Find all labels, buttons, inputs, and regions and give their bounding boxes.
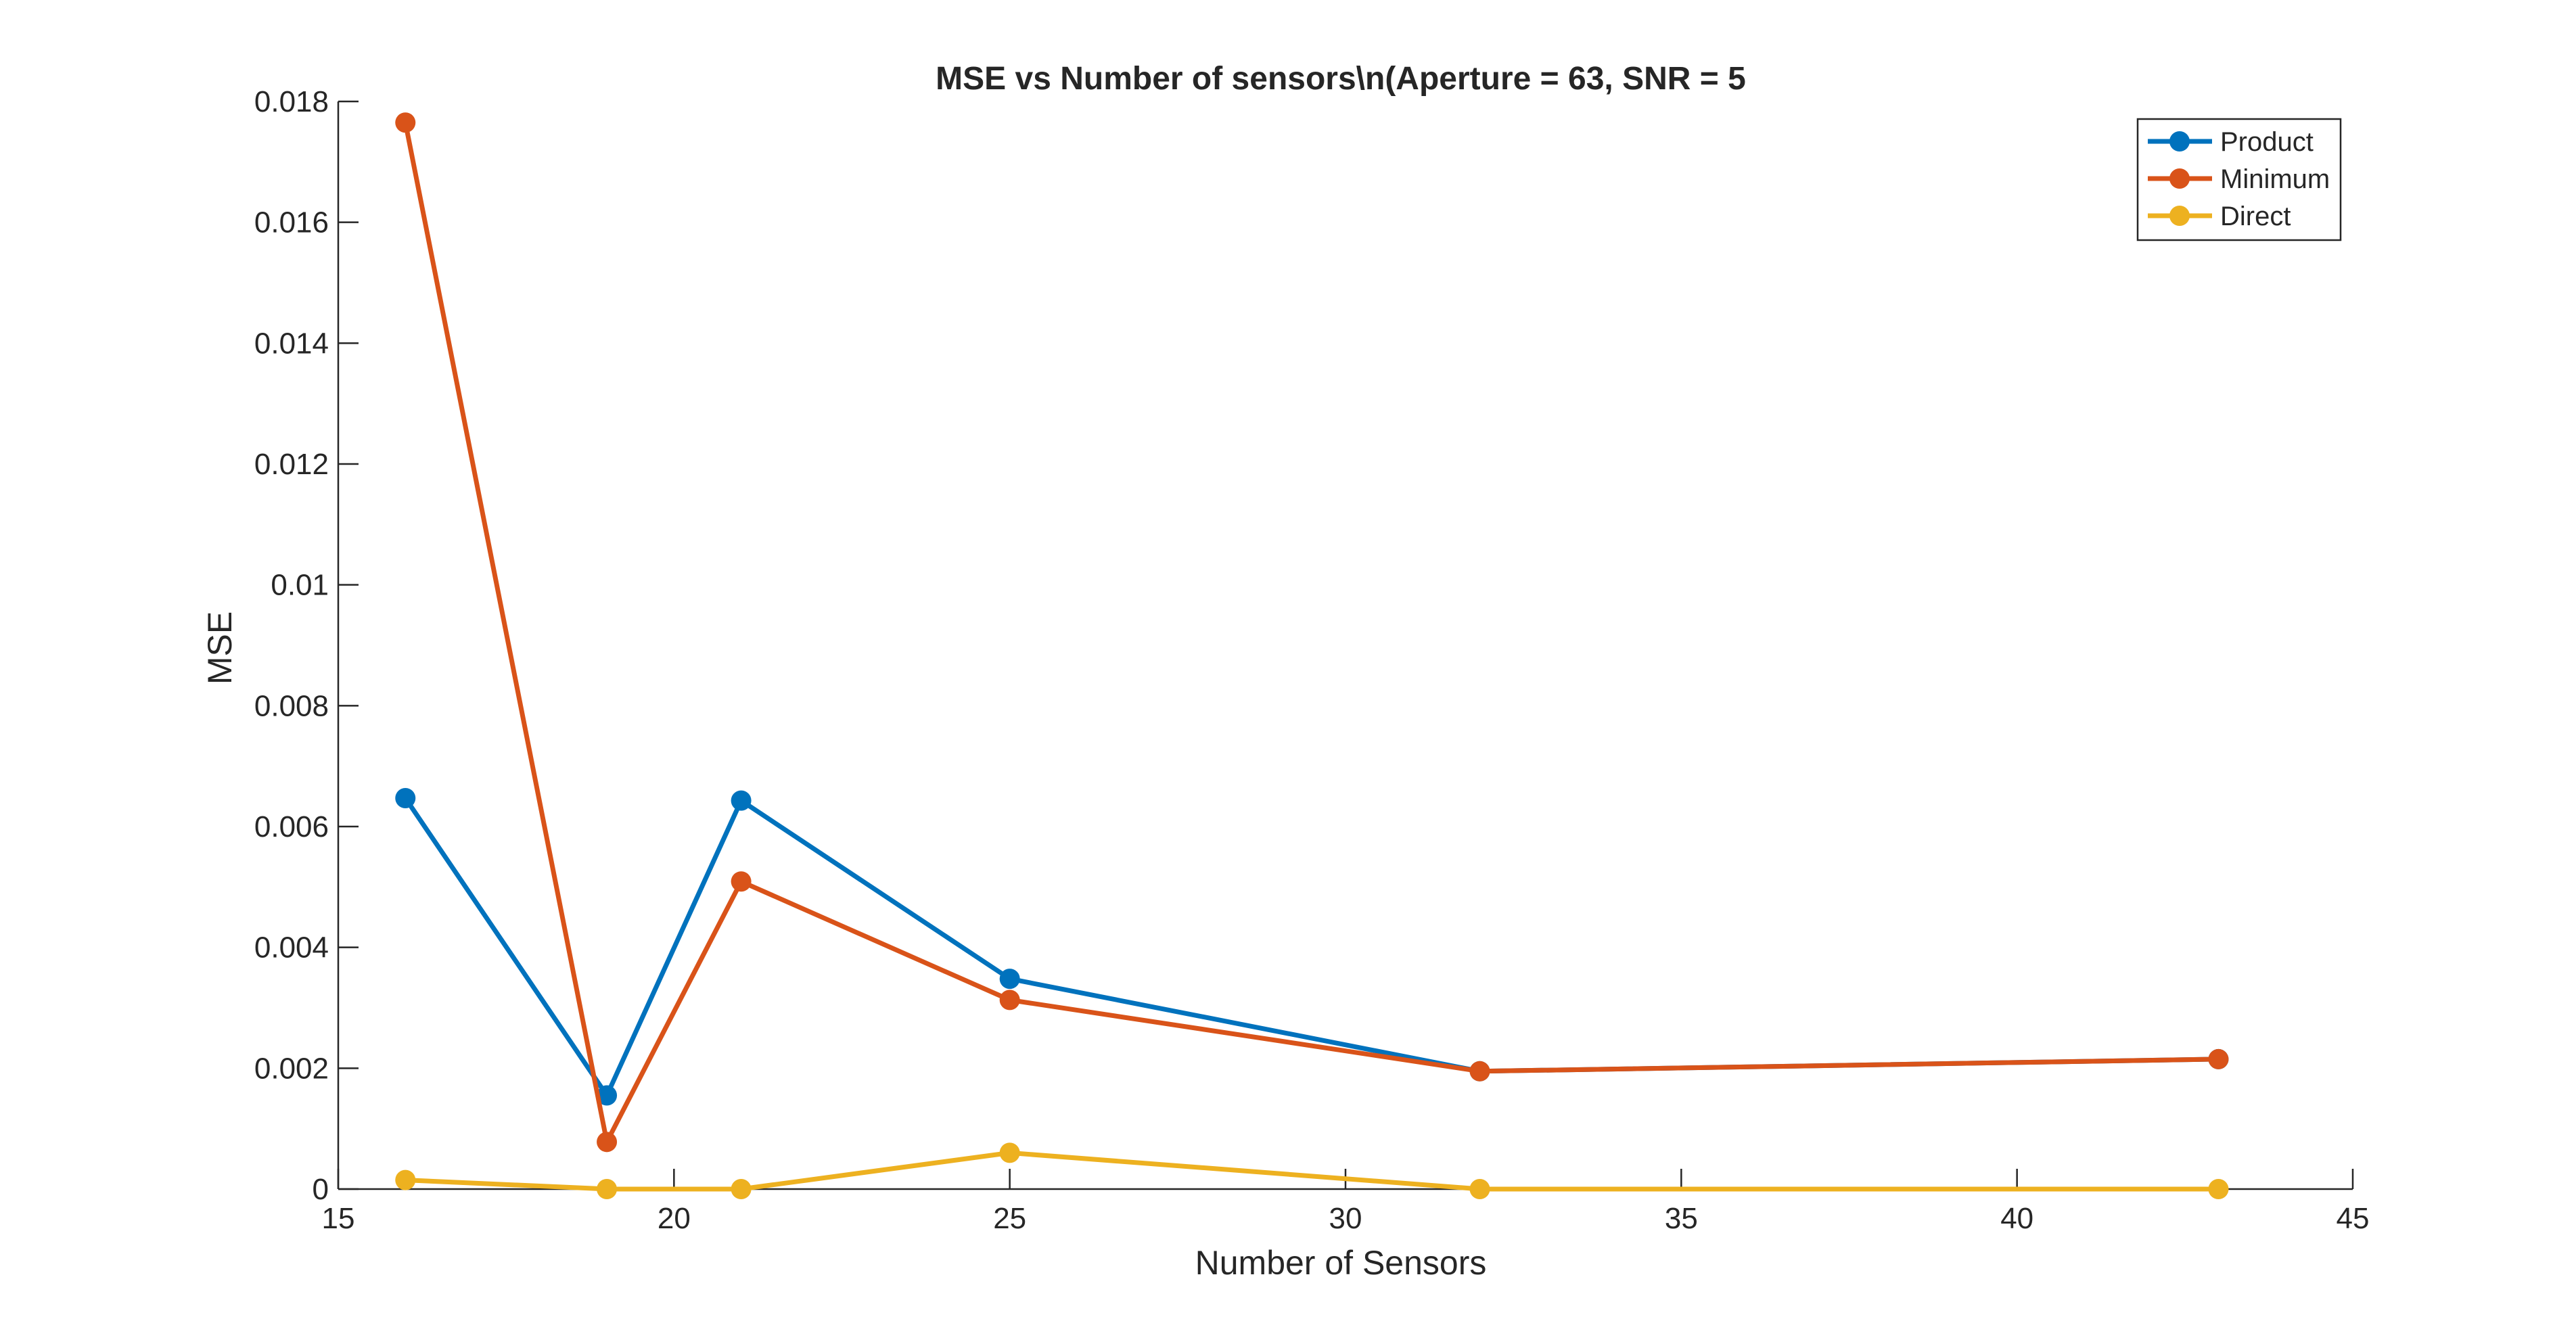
- series-layer: [395, 112, 2229, 1199]
- y-tick-label: 0.012: [254, 448, 329, 481]
- x-axis-label: Number of Sensors: [1195, 1244, 1487, 1282]
- legend-marker-product: [2169, 131, 2190, 152]
- data-point-minimum: [597, 1132, 618, 1153]
- data-point-direct: [999, 1142, 1020, 1163]
- series-line-direct: [405, 1150, 2219, 1192]
- data-point-minimum: [999, 990, 1020, 1011]
- y-tick-label: 0.014: [254, 327, 329, 360]
- x-tick-label: 15: [322, 1202, 355, 1235]
- y-tick-label: 0.018: [254, 85, 329, 118]
- data-point-product: [395, 788, 416, 809]
- series-line-product: [403, 797, 2219, 1098]
- y-tick-label: 0.016: [254, 206, 329, 239]
- axes: 15 20 25 30 35 40 45 0 0.002 0.004 0.006 0.008 0.01 0…: [254, 85, 2370, 1235]
- data-point-minimum: [2208, 1048, 2229, 1069]
- data-point-minimum: [1469, 1061, 1490, 1082]
- y-tick-label: 0: [313, 1173, 329, 1206]
- legend-label-minimum: Minimum: [2220, 164, 2330, 194]
- data-point-product: [999, 969, 1020, 990]
- y-tick-label: 0.008: [254, 689, 329, 722]
- x-tick-label: 40: [2000, 1202, 2033, 1235]
- series-product: [395, 788, 2229, 1106]
- chart-title: MSE vs Number of sensors\n(Aperture = 63…: [936, 61, 1746, 97]
- legend-label-direct: Direct: [2220, 202, 2291, 231]
- x-tick-label: 45: [2337, 1202, 2370, 1235]
- data-point-minimum: [395, 112, 416, 133]
- legend-item-direct: Direct: [2148, 202, 2291, 231]
- legend-label-product: Product: [2220, 127, 2314, 157]
- data-point-direct: [597, 1179, 618, 1199]
- y-tick-label: 0.004: [254, 931, 329, 965]
- y-tick-label: 0.01: [271, 569, 329, 602]
- x-tick-label: 25: [993, 1202, 1026, 1235]
- x-tick-label: 35: [1665, 1202, 1698, 1235]
- legend-item-minimum: Minimum: [2148, 164, 2330, 194]
- y-tick-label: 0.002: [254, 1052, 329, 1085]
- data-point-minimum: [731, 871, 752, 892]
- x-tick-label: 20: [658, 1202, 691, 1235]
- series-minimum: [395, 112, 2229, 1153]
- legend: Product Minimum Direct: [2136, 118, 2342, 241]
- data-point-direct: [731, 1179, 752, 1199]
- series-direct: [395, 1142, 2229, 1199]
- data-point-product: [597, 1085, 618, 1106]
- legend-marker-minimum: [2169, 168, 2190, 189]
- series-line-minimum: [402, 122, 2219, 1144]
- x-tick-label: 30: [1329, 1202, 1362, 1235]
- data-point-direct: [2208, 1179, 2229, 1199]
- y-tick-label: 0.006: [254, 810, 329, 843]
- legend-item-product: Product: [2148, 127, 2314, 157]
- data-point-direct: [395, 1169, 416, 1190]
- data-point-product: [731, 790, 752, 811]
- y-axis-label: MSE: [201, 611, 239, 684]
- data-point-direct: [1469, 1179, 1490, 1199]
- legend-marker-direct: [2169, 206, 2190, 226]
